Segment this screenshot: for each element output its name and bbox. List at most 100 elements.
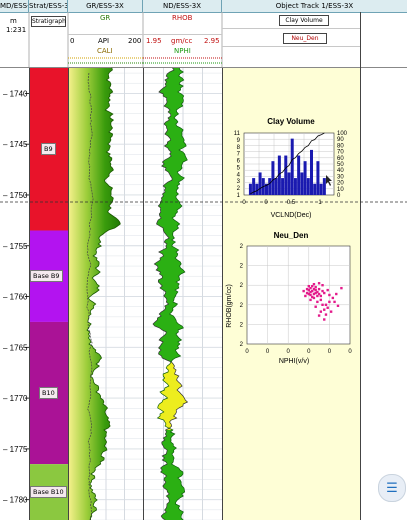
- gr-scale-min: 0: [70, 37, 75, 45]
- neu-den-point: [314, 288, 317, 292]
- list-icon: ☰: [386, 480, 398, 496]
- neu-den-point: [312, 283, 316, 286]
- neutron-density-crossover-yellow: [157, 362, 188, 430]
- neu-den-point: [329, 310, 333, 313]
- neu-den-point: [311, 295, 314, 299]
- depth-tick-label: – 1770: [3, 394, 28, 403]
- neu-den-y-tick: 2: [240, 322, 244, 328]
- strat-zone-label: Base B9: [30, 270, 63, 283]
- clay-volume-bar: [255, 183, 259, 195]
- clay-volume-y2-tick: 30: [337, 174, 344, 180]
- depth-axis: – 1740 – 1745 – 1750 – 1755 – 1760 – 1765 – 17…: [3, 89, 29, 505]
- object-track-header[interactable]: Object Track 1/ESS-3X: [275, 2, 354, 10]
- clay-volume-y-tick: 1: [237, 193, 241, 199]
- neu-den-point: [309, 286, 312, 290]
- neu-den-x-tick: 0: [307, 349, 311, 355]
- neu-den-y-tick: 2: [240, 342, 244, 348]
- clay-volume-y-tick: 5: [237, 165, 241, 171]
- neu-den-point: [331, 296, 335, 300]
- nd-track-header[interactable]: ND/ESS-3X: [143, 0, 222, 12]
- clay-volume-y2-tick: 40: [337, 168, 344, 174]
- clay-volume-bar: [319, 183, 323, 195]
- neu-den-point: [335, 292, 338, 296]
- neu-den-point: [319, 298, 323, 302]
- neu-den-point: [323, 318, 326, 321]
- clay-volume-y-tick: 11: [234, 131, 241, 137]
- clay-volume-y2-tick: 20: [337, 181, 344, 187]
- neu-den-point: [319, 310, 323, 313]
- strat-track-header[interactable]: Strat/ESS-3X: [29, 0, 68, 12]
- depth-tick-label: – 1765: [3, 343, 28, 352]
- clay-volume-y2-tick: 90: [337, 137, 344, 143]
- strat-zone-label: B9: [41, 143, 56, 156]
- neu-den-point: [312, 287, 316, 291]
- clay-volume-y2-tick: 60: [337, 156, 344, 162]
- neu-den-point: [305, 291, 309, 295]
- clay-volume-x-axis-label: VCLND(Dec): [271, 212, 312, 219]
- neu-den-point: [307, 292, 310, 296]
- neu-den-point: [302, 289, 305, 293]
- clay-volume-y-tick: 6: [237, 159, 241, 165]
- clay-volume-bar: [281, 178, 285, 195]
- clay-volume-y-tick: 4: [237, 172, 241, 178]
- depth-tick-label: – 1745: [3, 140, 28, 149]
- clay-volume-y2-tick: 80: [337, 143, 344, 149]
- neu-den-point: [307, 284, 310, 288]
- strat-zone-label: B10: [39, 387, 58, 400]
- neu-den-x-tick: 0: [266, 349, 270, 355]
- neu-den-y-tick: 2: [240, 244, 244, 250]
- neu-den-x-tick: 0: [348, 349, 352, 355]
- toolbox-fab-button[interactable]: ☰: [378, 474, 406, 502]
- neu-den-point: [304, 294, 307, 298]
- depth-tick-label: – 1775: [3, 445, 28, 454]
- track-header-row: MD/ESS-3X Strat/ESS-3X GR/ESS-3X ND/ESS-…: [0, 0, 407, 12]
- neu-den-x-tick: 0: [328, 349, 332, 355]
- neu-den-point: [323, 291, 326, 295]
- clay-volume-x-tick: 0: [264, 200, 268, 206]
- clay-volume-bar: [290, 138, 294, 195]
- clay-volume-y2-tick: 70: [337, 150, 344, 156]
- gr-scale-unit: API: [98, 37, 110, 45]
- neu-den-point: [321, 303, 324, 306]
- nphi-curve-label: NPHI: [174, 47, 191, 55]
- clay-volume-bar: [287, 172, 291, 195]
- gr-scale-max: 200: [128, 37, 142, 45]
- depth-unit: m: [10, 17, 17, 25]
- clay-volume-bar: [293, 178, 297, 195]
- cali-curve: [86, 72, 94, 520]
- neu-den-point: [324, 313, 328, 316]
- neu-den-point: [333, 300, 336, 304]
- neu-den-point: [340, 286, 343, 290]
- strat-zone-group: [30, 68, 68, 520]
- clay-volume-bar: [310, 149, 313, 195]
- clay-volume-bar: [303, 161, 307, 195]
- stratigraphy-box[interactable]: Stratigraph: [31, 16, 66, 27]
- neu-den-point: [314, 291, 317, 295]
- neu-den-point: [316, 294, 319, 298]
- gr-track-header[interactable]: GR/ESS-3X: [68, 0, 143, 12]
- neu-den-point: [309, 298, 312, 302]
- clay-volume-y-tick: 2: [237, 186, 241, 192]
- neu-den-point: [312, 296, 316, 300]
- clay-volume-object-box[interactable]: Clay Volume: [279, 15, 329, 26]
- clay-volume-chart[interactable]: Clay Volume 1198765432110090807060504030…: [222, 113, 360, 219]
- neu-den-point: [311, 284, 314, 288]
- neu-den-point: [305, 287, 309, 291]
- clay-volume-bar: [284, 155, 288, 195]
- clay-volume-bar: [258, 172, 262, 195]
- neu-den-point: [319, 294, 323, 298]
- clay-volume-y2-tick: 50: [337, 162, 344, 168]
- neu-den-point: [314, 285, 317, 289]
- depth-track-header[interactable]: MD/ESS-3X: [0, 0, 29, 12]
- neu-den-object-box[interactable]: Neu_Den: [283, 33, 327, 44]
- clay-volume-cumulative-line: [250, 132, 325, 195]
- depth-tick-label: – 1750: [3, 191, 28, 200]
- clay-volume-y-tick: 8: [237, 145, 241, 151]
- neu-den-y-tick: 2: [240, 303, 244, 309]
- neu-den-point: [317, 287, 321, 291]
- clay-volume-bar: [277, 155, 281, 195]
- rhob-scale-unit: gm/cc: [171, 37, 193, 45]
- neu-den-point: [309, 290, 312, 294]
- rhob-curve-label: RHOB: [172, 14, 193, 22]
